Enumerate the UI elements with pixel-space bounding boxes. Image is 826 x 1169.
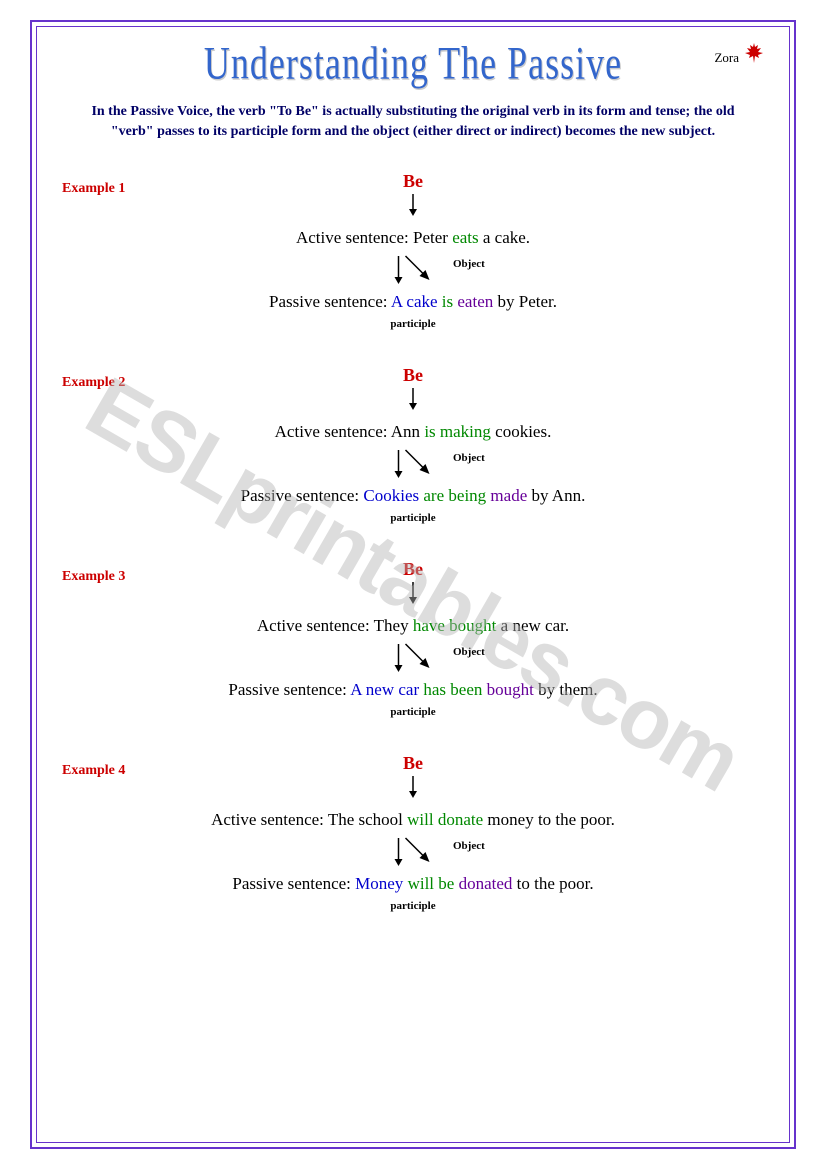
page-content: Understanding The Passive Zora In the Pa… — [36, 26, 790, 1143]
maple-leaf-icon — [744, 42, 764, 70]
arrow-down-icon — [57, 194, 769, 222]
example-block: Example 4BeActive sentence: The school w… — [57, 753, 769, 912]
participle-label: participle — [57, 900, 769, 912]
be-label: Be — [57, 365, 769, 386]
active-sentence: Active sentence: Peter eats a cake. — [57, 228, 769, 248]
passive-sentence: Passive sentence: A new car has been bou… — [57, 680, 769, 700]
header: Understanding The Passive Zora — [57, 42, 769, 84]
passive-sentence: Passive sentence: A cake is eaten by Pet… — [57, 292, 769, 312]
be-label: Be — [57, 171, 769, 192]
example-block: Example 2BeActive sentence: Ann is makin… — [57, 365, 769, 524]
arrow-down-icon — [57, 776, 769, 804]
active-sentence: Active sentence: Ann is making cookies. — [57, 422, 769, 442]
participle-label: participle — [57, 706, 769, 718]
examples-list: Example 1BeActive sentence: Peter eats a… — [57, 171, 769, 912]
object-label: Object — [453, 840, 485, 852]
participle-label: participle — [57, 318, 769, 330]
author-label: Zora — [714, 50, 739, 66]
arrow-split-icon: Object — [57, 254, 769, 286]
be-label: Be — [57, 559, 769, 580]
object-label: Object — [453, 646, 485, 658]
object-label: Object — [453, 452, 485, 464]
arrow-down-icon — [57, 388, 769, 416]
example-block: Example 1BeActive sentence: Peter eats a… — [57, 171, 769, 330]
example-block: Example 3BeActive sentence: They have bo… — [57, 559, 769, 718]
arrow-down-icon — [57, 582, 769, 610]
active-sentence: Active sentence: They have bought a new … — [57, 616, 769, 636]
arrow-split-icon: Object — [57, 642, 769, 674]
passive-sentence: Passive sentence: Cookies are being made… — [57, 486, 769, 506]
object-label: Object — [453, 258, 485, 270]
arrow-split-icon: Object — [57, 836, 769, 868]
active-sentence: Active sentence: The school will donate … — [57, 810, 769, 830]
arrow-split-icon: Object — [57, 448, 769, 480]
page-title: Understanding The Passive — [204, 36, 622, 91]
be-label: Be — [57, 753, 769, 774]
passive-sentence: Passive sentence: Money will be donated … — [57, 874, 769, 894]
participle-label: participle — [57, 512, 769, 524]
intro-text: In the Passive Voice, the verb "To Be" i… — [77, 102, 749, 141]
